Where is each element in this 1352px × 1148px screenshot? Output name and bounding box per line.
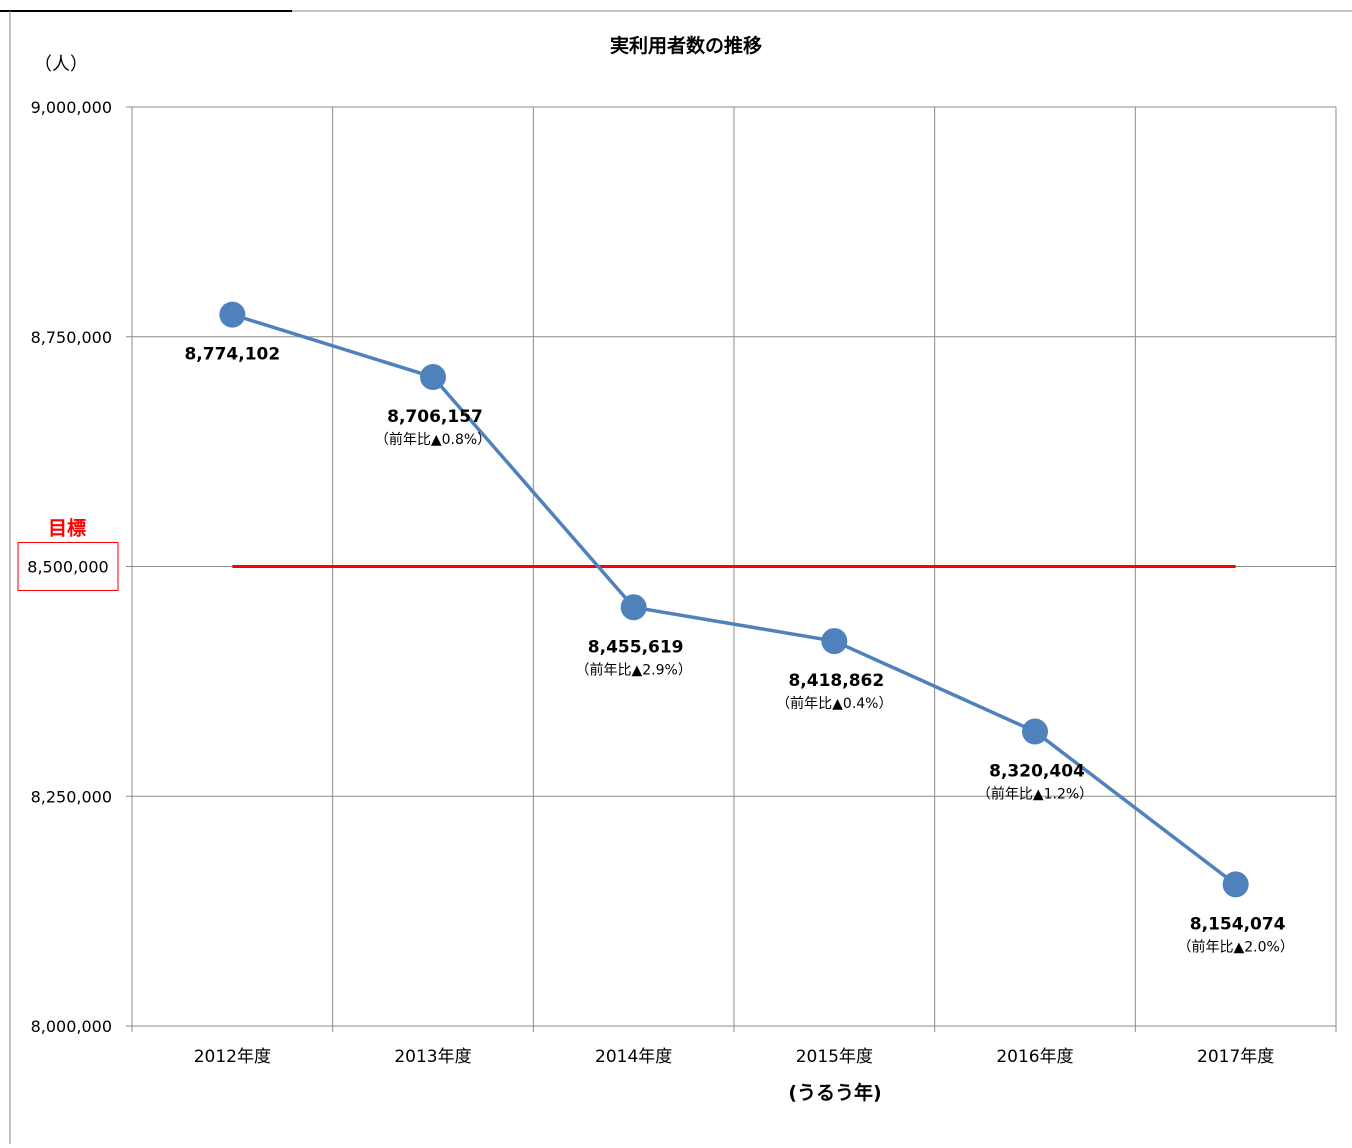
x-tick-label: 2013年度 xyxy=(394,1047,471,1067)
x-tick-label: 2012年度 xyxy=(194,1047,271,1067)
x-tick-label: 2017年度 xyxy=(1197,1047,1274,1067)
data-value-label: 8,154,074 xyxy=(1190,914,1286,934)
axes: 8,000,000 8,250,000 8,750,000 9,000,000 2012… xyxy=(31,98,1336,1067)
data-value-label: 8,774,102 xyxy=(184,345,280,365)
data-point xyxy=(219,301,246,328)
series-group xyxy=(219,301,1249,898)
y-axis-unit-label: （人） xyxy=(34,54,88,75)
grid xyxy=(131,106,1337,1032)
yoy-change-label: （前年比▲0.8%） xyxy=(375,431,491,448)
x-tick-label: 2014年度 xyxy=(595,1047,672,1067)
data-point xyxy=(620,594,647,621)
y-tick-label: 8,250,000 xyxy=(31,787,112,806)
chart-title: 実利用者数の推移 xyxy=(610,34,762,57)
y-tick-label: 8,000,000 xyxy=(31,1017,112,1036)
yoy-change-label: （前年比▲1.2%） xyxy=(977,786,1093,803)
data-value-label: 8,706,157 xyxy=(387,407,483,427)
y-tick-label: 8,750,000 xyxy=(31,328,112,347)
data-value-label: 8,418,862 xyxy=(788,671,884,691)
data-point xyxy=(420,364,446,391)
data-value-label: 8,320,404 xyxy=(989,762,1085,782)
data-point xyxy=(1222,871,1249,898)
target-label: 目標 xyxy=(48,517,86,540)
target-value-label: 8,500,000 xyxy=(27,558,108,577)
data-point xyxy=(821,628,848,655)
series-line xyxy=(231,312,1237,886)
yoy-change-label: （前年比▲2.0%） xyxy=(1177,938,1293,955)
x-axis-title: (うるう年) xyxy=(788,1081,881,1104)
yoy-change-label: （前年比▲0.4%） xyxy=(776,695,892,712)
x-tick-label: 2016年度 xyxy=(996,1047,1073,1067)
data-value-label: 8,455,619 xyxy=(588,637,684,657)
y-tick-label: 9,000,000 xyxy=(31,98,112,117)
x-tick-label: 2015年度 xyxy=(796,1047,873,1067)
target-value-box xyxy=(17,542,119,591)
data-point xyxy=(1022,718,1048,745)
yoy-change-label: （前年比▲2.9%） xyxy=(575,661,691,678)
target-group: 目標 8,500,000 xyxy=(17,517,1236,591)
data-labels: 8,774,102 8,706,157 （前年比▲0.8%） 8,455,619 （前年… xyxy=(184,345,1293,956)
